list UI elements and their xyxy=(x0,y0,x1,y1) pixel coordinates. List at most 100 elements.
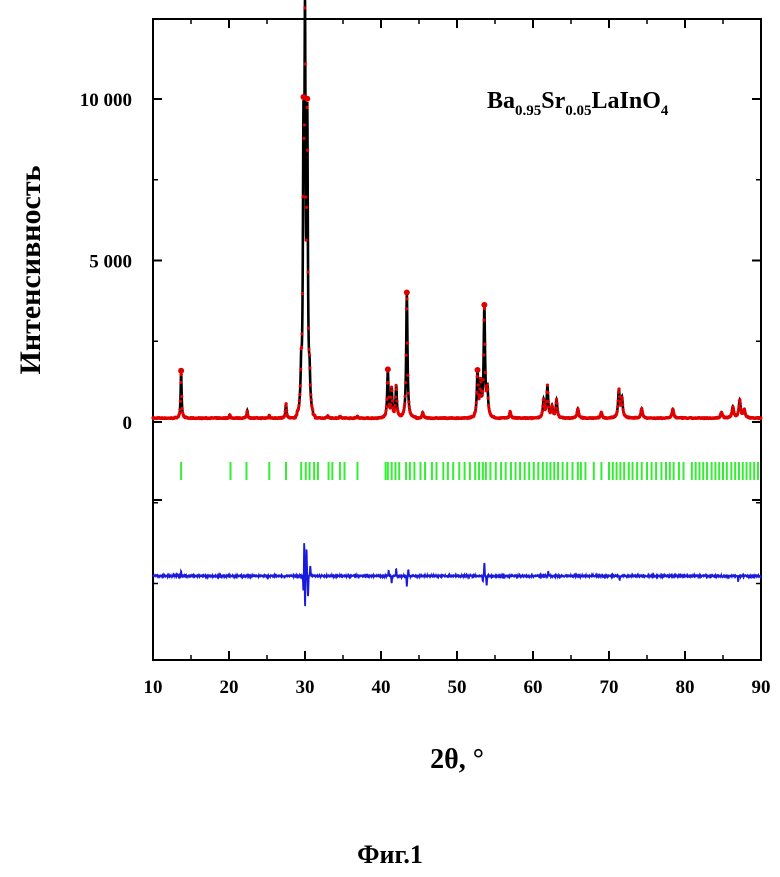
observed-point xyxy=(178,412,181,415)
observed-point xyxy=(555,402,558,405)
y-tick-label: 10 000 xyxy=(80,90,132,111)
observed-point xyxy=(389,406,392,409)
x-tick-label: 80 xyxy=(676,677,695,698)
observed-point xyxy=(304,62,307,65)
x-tick-label: 70 xyxy=(600,677,619,698)
observed-point xyxy=(394,404,397,407)
x-tick-label: 20 xyxy=(220,677,239,698)
observed-point xyxy=(405,307,408,310)
observed-point xyxy=(285,409,288,412)
observed-point xyxy=(385,405,388,408)
observed-point xyxy=(306,270,309,273)
observed-point xyxy=(406,342,409,345)
observed-point xyxy=(303,123,306,126)
observed-point xyxy=(301,292,304,295)
observed-point xyxy=(394,384,397,387)
observed-point xyxy=(407,392,410,395)
observed-point xyxy=(308,366,311,369)
observed-point xyxy=(309,393,312,396)
observed-point xyxy=(479,377,482,380)
observed-peak-point xyxy=(481,302,487,308)
observed-point xyxy=(306,106,309,109)
observed-point xyxy=(732,407,735,410)
observed-point xyxy=(298,393,301,396)
observed-point xyxy=(547,405,550,408)
formula-subscript: 0.95 xyxy=(515,103,541,119)
compound-formula: Ba0.95Sr0.05LaInO4 xyxy=(487,88,669,119)
observed-point xyxy=(407,400,410,403)
observed-peak-point xyxy=(385,366,391,372)
observed-point xyxy=(556,407,559,410)
observed-point xyxy=(299,368,302,371)
observed-point xyxy=(305,239,308,242)
observed-point xyxy=(384,412,387,415)
observed-point xyxy=(395,399,398,402)
x-axis-title: 2θ, ° xyxy=(430,744,484,775)
observed-point xyxy=(547,400,550,403)
observed-point xyxy=(577,409,580,412)
observed-point xyxy=(551,405,554,408)
observed-point xyxy=(616,410,619,413)
observed-point xyxy=(179,381,182,384)
observed-point xyxy=(546,391,549,394)
x-tick-label: 10 xyxy=(144,677,163,698)
observed-point xyxy=(546,383,549,386)
observed-point xyxy=(308,353,311,356)
observed-point xyxy=(402,409,405,412)
observed-peak-point xyxy=(178,368,184,374)
difference-line xyxy=(153,543,761,606)
formula-subscript: 0.05 xyxy=(565,103,591,119)
observed-point xyxy=(541,409,544,412)
formula-element: LaInO xyxy=(592,88,661,114)
difference-curve xyxy=(153,543,761,606)
observed-point xyxy=(180,395,183,398)
x-tick-label: 60 xyxy=(524,677,543,698)
reflection-markers xyxy=(181,462,758,480)
formula-element: Ba xyxy=(487,88,515,114)
observed-point xyxy=(404,381,407,384)
tick-marks xyxy=(153,19,761,660)
observed-point xyxy=(181,407,184,410)
observed-point xyxy=(481,390,484,393)
observed-point xyxy=(393,410,396,413)
observed-point xyxy=(404,395,407,398)
observed-point xyxy=(617,387,620,390)
x-tick-label: 90 xyxy=(752,677,771,698)
observed-point xyxy=(621,403,624,406)
observed-point xyxy=(542,398,545,401)
observed-point xyxy=(481,393,484,396)
observed-point xyxy=(403,402,406,405)
observed-point xyxy=(544,404,547,407)
observed-point xyxy=(474,406,477,409)
observed-point xyxy=(617,391,620,394)
observed-point xyxy=(486,388,489,391)
x-tick-label: 30 xyxy=(296,677,315,698)
observed-points xyxy=(151,0,762,420)
observed-point xyxy=(487,404,490,407)
observed-point xyxy=(621,396,624,399)
observed-point xyxy=(298,399,301,402)
observed-point xyxy=(476,375,479,378)
observed-point xyxy=(739,407,742,410)
observed-point xyxy=(554,410,557,413)
observed-point xyxy=(739,402,742,405)
y-tick-label: 5 000 xyxy=(89,252,132,273)
observed-point xyxy=(306,149,309,152)
observed-point xyxy=(307,327,310,330)
x-tick-label: 50 xyxy=(448,677,467,698)
observed-point xyxy=(301,195,304,198)
observed-point xyxy=(487,396,490,399)
observed-point xyxy=(285,402,288,405)
observed-point xyxy=(408,405,411,408)
observed-point xyxy=(759,417,762,420)
observed-point xyxy=(311,408,314,411)
observed-point xyxy=(310,398,313,401)
observed-point xyxy=(738,398,741,401)
y-tick-labels: 0 5 000 10 000 xyxy=(80,90,132,434)
calculated-pattern xyxy=(153,0,761,418)
observed-point xyxy=(483,343,486,346)
y-tick-label: 0 xyxy=(123,413,133,434)
observed-point xyxy=(482,319,485,322)
observed-point xyxy=(484,371,487,374)
